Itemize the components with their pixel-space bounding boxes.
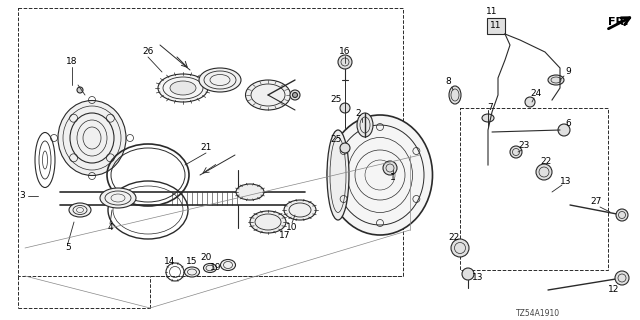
Circle shape: [383, 161, 397, 175]
Bar: [487, 18, 505, 34]
Text: 16: 16: [339, 47, 351, 57]
Text: 22: 22: [540, 157, 552, 166]
Text: 19: 19: [211, 263, 221, 273]
Text: 8: 8: [445, 77, 451, 86]
Text: 7: 7: [487, 103, 493, 113]
Text: FR.: FR.: [608, 17, 628, 27]
Text: 11: 11: [490, 21, 502, 30]
Text: 26: 26: [142, 47, 154, 57]
Ellipse shape: [284, 200, 316, 220]
Circle shape: [536, 164, 552, 180]
Ellipse shape: [204, 263, 216, 273]
Ellipse shape: [246, 80, 291, 110]
Ellipse shape: [170, 81, 196, 95]
Ellipse shape: [199, 68, 241, 92]
Ellipse shape: [236, 184, 264, 200]
Circle shape: [290, 90, 300, 100]
Text: 22: 22: [449, 234, 460, 243]
Ellipse shape: [328, 115, 433, 235]
Ellipse shape: [548, 75, 564, 85]
Text: 1: 1: [390, 173, 396, 182]
Ellipse shape: [327, 130, 349, 220]
Text: 17: 17: [279, 231, 291, 241]
Circle shape: [451, 239, 469, 257]
Ellipse shape: [184, 267, 200, 277]
Text: 15: 15: [186, 258, 198, 267]
Circle shape: [340, 103, 350, 113]
Ellipse shape: [100, 188, 136, 208]
Text: 4: 4: [107, 223, 113, 233]
Text: 5: 5: [65, 244, 71, 252]
Ellipse shape: [357, 113, 373, 137]
Ellipse shape: [250, 211, 286, 233]
Ellipse shape: [449, 86, 461, 104]
Text: 13: 13: [472, 274, 484, 283]
Circle shape: [340, 143, 350, 153]
Ellipse shape: [158, 74, 208, 102]
Circle shape: [616, 209, 628, 221]
Circle shape: [77, 87, 83, 93]
Text: 14: 14: [164, 258, 176, 267]
Text: 21: 21: [200, 143, 212, 153]
Text: 25: 25: [330, 95, 342, 105]
Text: 20: 20: [200, 253, 212, 262]
Ellipse shape: [58, 100, 126, 175]
Text: 25: 25: [330, 135, 342, 145]
Text: 2: 2: [355, 109, 361, 118]
Circle shape: [558, 124, 570, 136]
Circle shape: [510, 146, 522, 158]
Text: 13: 13: [560, 178, 572, 187]
Text: 23: 23: [518, 141, 530, 150]
Text: 3: 3: [19, 191, 25, 201]
Text: TZ54A1910: TZ54A1910: [516, 308, 560, 317]
Text: 11: 11: [486, 7, 498, 17]
Circle shape: [338, 55, 352, 69]
Ellipse shape: [221, 260, 236, 270]
Text: 12: 12: [608, 285, 620, 294]
Bar: [18, 8, 403, 276]
Text: 27: 27: [590, 197, 602, 206]
Circle shape: [292, 92, 298, 98]
Text: 18: 18: [67, 58, 77, 67]
Circle shape: [615, 271, 629, 285]
Ellipse shape: [482, 114, 494, 122]
Text: 10: 10: [286, 223, 298, 233]
Circle shape: [525, 97, 535, 107]
Text: 9: 9: [565, 68, 571, 76]
Text: 6: 6: [565, 119, 571, 129]
Circle shape: [462, 268, 474, 280]
Ellipse shape: [69, 203, 91, 217]
Text: 24: 24: [531, 90, 541, 99]
Bar: [460, 108, 608, 270]
